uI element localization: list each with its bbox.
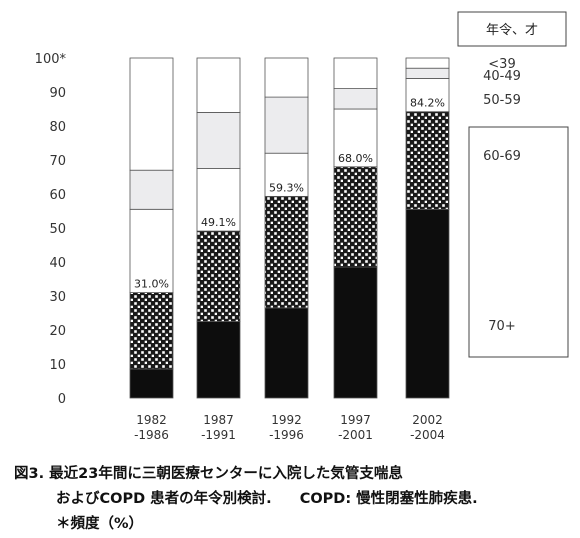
bar-segment bbox=[333, 57, 378, 90]
legend-age-box bbox=[468, 126, 569, 358]
y-tick-label: 80 bbox=[49, 120, 66, 135]
bar-value-label: 59.3% bbox=[269, 181, 304, 194]
bar-value-label: 84.2% bbox=[410, 97, 445, 110]
caption-line-2a: およびCOPD 患者の年令別検討. bbox=[56, 491, 272, 507]
bar-group: 49.1% bbox=[196, 57, 241, 399]
x-tick-label: 1992 -1996 bbox=[269, 413, 304, 442]
bar-segment bbox=[264, 195, 309, 309]
bar-label-bg bbox=[133, 276, 170, 291]
bar-label-bg bbox=[268, 180, 305, 195]
bar-segment bbox=[264, 307, 309, 399]
bar-segment bbox=[129, 169, 174, 210]
bar-value-label: 49.1% bbox=[201, 216, 236, 229]
legend-label: <39 bbox=[488, 57, 515, 72]
bar-segment bbox=[196, 57, 241, 113]
age-distribution-chart: 0 10 20 30 40 50 60 70 80 90 100* 31.0% 49.1% 59.3% 6… bbox=[35, 11, 569, 442]
bar-label-bg bbox=[200, 215, 237, 230]
caption-line-1: 図3. 最近23年間に三朝医療センターに入院した気管支喘息 bbox=[14, 466, 403, 482]
bar-label-bg bbox=[409, 95, 446, 110]
bar-segment bbox=[196, 112, 241, 169]
y-tick-label: 20 bbox=[49, 324, 66, 339]
x-tick-label: 1987 -1991 bbox=[201, 413, 236, 442]
caption-line-2: およびCOPD 患者の年令別検討. COPD: 慢性閉塞性肺疾患. bbox=[56, 487, 478, 508]
legend-title-box bbox=[457, 11, 567, 47]
bar-segment bbox=[333, 166, 378, 268]
x-axis: 1982 -1986 1987 -1991 1992 -1996 1997 -2001 2002… bbox=[134, 413, 445, 442]
bar-value-label: 31.0% bbox=[134, 278, 169, 291]
bar-segment bbox=[405, 57, 450, 69]
x-tick-label: 1982 -1986 bbox=[134, 413, 169, 442]
y-tick-label: 10 bbox=[49, 358, 66, 373]
y-tick-label: 0 bbox=[58, 392, 66, 407]
bar-segment bbox=[129, 292, 174, 370]
bar-group: 59.3% bbox=[264, 57, 309, 399]
y-tick-label: 60 bbox=[49, 188, 66, 203]
y-tick-label: 90 bbox=[49, 86, 66, 101]
legend-label: 50-59 bbox=[483, 93, 521, 108]
bar-segment bbox=[129, 368, 174, 399]
bar-segment bbox=[405, 111, 450, 210]
legend-label: 70+ bbox=[488, 319, 515, 334]
bar-group: 84.2% bbox=[405, 57, 450, 399]
y-tick-label: 100* bbox=[35, 52, 67, 67]
y-tick-label: 40 bbox=[49, 256, 66, 271]
legend-label: 40-49 bbox=[483, 69, 521, 84]
bar-segment bbox=[264, 96, 309, 154]
bar-segment bbox=[333, 88, 378, 110]
bar-label-bg bbox=[337, 150, 374, 165]
x-tick-label: 2002 -2004 bbox=[410, 413, 445, 442]
bar-value-label: 68.0% bbox=[338, 152, 373, 165]
bar-segment bbox=[129, 57, 174, 171]
caption-line-3: ＊頻度（%） bbox=[56, 516, 144, 532]
caption-line-2b: COPD: 慢性閉塞性肺疾患. bbox=[299, 491, 478, 507]
y-tick-label: 50 bbox=[49, 222, 66, 237]
bar-segment bbox=[264, 57, 309, 98]
legend-label: 60-69 bbox=[483, 149, 521, 164]
x-tick-label: 1997 -2001 bbox=[338, 413, 373, 442]
bar-segment bbox=[405, 67, 450, 79]
bars: 31.0% 49.1% 59.3% 68.0% 84.2% bbox=[129, 57, 450, 399]
y-axis: 0 10 20 30 40 50 60 70 80 90 100* bbox=[35, 52, 67, 407]
bar-segment bbox=[405, 208, 450, 399]
y-tick-label: 70 bbox=[49, 154, 66, 169]
y-tick-label: 30 bbox=[49, 290, 66, 305]
bar-segment bbox=[333, 266, 378, 399]
bar-group: 68.0% bbox=[333, 57, 378, 399]
bar-segment bbox=[196, 230, 241, 322]
legend-title: 年令、才 bbox=[486, 23, 538, 38]
bar-group: 31.0% bbox=[129, 57, 174, 399]
bar-segment bbox=[196, 321, 241, 399]
